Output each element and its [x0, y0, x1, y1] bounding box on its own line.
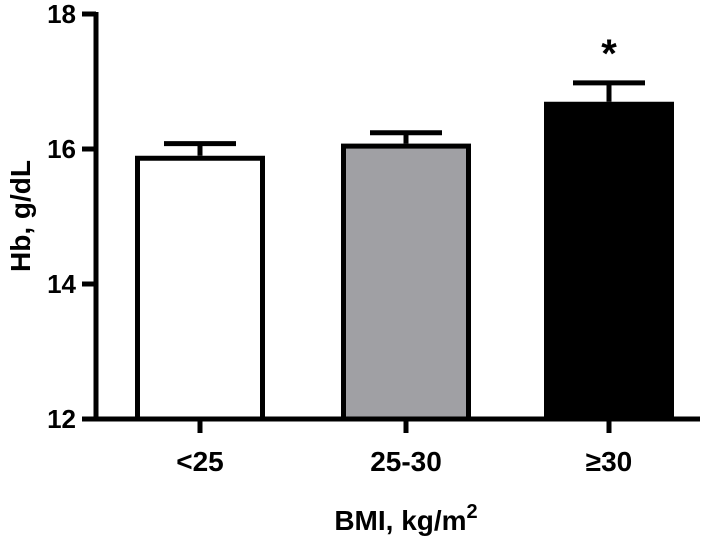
y-tick-label: 12: [47, 404, 76, 434]
y-tick-label: 18: [47, 0, 76, 29]
x-tick-labels-layer: <25 25-30 ≥30: [176, 419, 632, 477]
x-tick-label: 25-30: [370, 446, 442, 477]
axes-layer: [93, 12, 700, 422]
bar: [341, 143, 471, 422]
bars-layer: [135, 101, 674, 422]
error-bars-layer: [164, 80, 645, 156]
x-tick-label: ≥30: [586, 446, 633, 477]
x-axis-title-superscript: 2: [467, 501, 478, 523]
y-tick-label: 16: [47, 134, 76, 164]
x-tick-label: <25: [176, 446, 224, 477]
y-ticks-layer: 12 14 16 18: [47, 0, 96, 434]
annotations-layer: *: [601, 32, 617, 76]
x-axis-title-text: BMI, kg/m: [334, 505, 466, 536]
y-tick-label: 14: [47, 269, 76, 299]
bar: [544, 101, 674, 422]
x-axis-title: BMI, kg/m2: [334, 501, 477, 536]
y-axis-title: Hb, g/dL: [5, 160, 36, 272]
significance-marker: *: [601, 32, 617, 76]
bar: [135, 155, 265, 422]
